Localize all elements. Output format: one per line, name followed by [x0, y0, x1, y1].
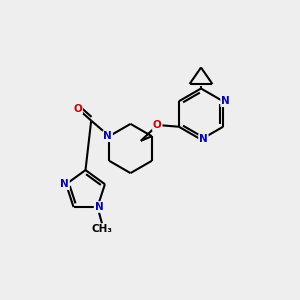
- Text: N: N: [94, 202, 103, 212]
- Text: O: O: [153, 120, 162, 130]
- Text: N: N: [199, 134, 208, 145]
- Text: CH₃: CH₃: [92, 224, 112, 234]
- Text: N: N: [60, 179, 69, 189]
- Text: N: N: [103, 131, 112, 141]
- Text: O: O: [73, 103, 82, 114]
- Text: N: N: [221, 96, 230, 106]
